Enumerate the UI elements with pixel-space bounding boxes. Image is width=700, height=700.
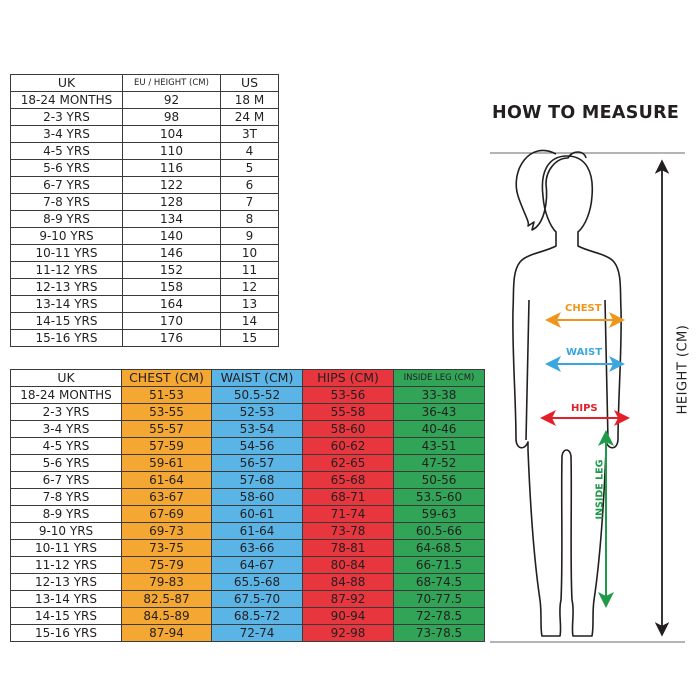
- table-cell: 73-78: [302, 522, 394, 540]
- table-cell: 8: [220, 210, 279, 228]
- table-row: 6-7 YRS 61-64 57-68 65-68 50-56: [10, 471, 485, 489]
- table-row: 18-24 MONTHS 51-53 50.5-52 53-56 33-38: [10, 386, 485, 404]
- table-row: 3-4 YRS 104 3T: [10, 125, 279, 143]
- table-cell: 6-7 YRS: [10, 176, 123, 194]
- table-cell: 79-83: [121, 573, 212, 591]
- table-cell: 33-38: [393, 386, 485, 404]
- chest-label: CHEST: [565, 303, 602, 314]
- table-cell: 59-61: [121, 454, 212, 472]
- table-cell: 9-10 YRS: [10, 227, 123, 245]
- table-cell: 73-78.5: [393, 624, 485, 642]
- table-cell: 152: [122, 261, 221, 279]
- table-cell: 53-56: [302, 386, 394, 404]
- table-row: 5-6 YRS 59-61 56-57 62-65 47-52: [10, 454, 485, 472]
- table-cell: 72-74: [211, 624, 303, 642]
- table-cell: 61-64: [121, 471, 212, 489]
- table-row: 2-3 YRS 98 24 M: [10, 108, 279, 126]
- table-cell: 158: [122, 278, 221, 296]
- table-row: 8-9 YRS 134 8: [10, 210, 279, 228]
- table-cell: 68-74.5: [393, 573, 485, 591]
- table-cell: 60-61: [211, 505, 303, 523]
- table-cell: 90-94: [302, 607, 394, 625]
- table-cell: 68.5-72: [211, 607, 303, 625]
- inside-leg-label: INSIDE LEG: [594, 459, 606, 520]
- body-measurements-table: UK CHEST (CM) WAIST (CM) HIPS (CM) INSIDE LE…: [10, 369, 485, 642]
- table-cell: 7-8 YRS: [10, 488, 122, 506]
- table-row: 7-8 YRS 128 7: [10, 193, 279, 211]
- diagram-title: HOW TO MEASURE: [492, 103, 680, 123]
- table-cell: 40-46: [393, 420, 485, 438]
- table-cell: 75-79: [121, 556, 212, 574]
- table-cell: 11: [220, 261, 279, 279]
- table-row: 14-15 YRS 84.5-89 68.5-72 90-94 72-78.5: [10, 607, 485, 625]
- table-cell: 87-94: [121, 624, 212, 642]
- table-cell: 92-98: [302, 624, 394, 642]
- table-cell: 50-56: [393, 471, 485, 489]
- table-cell: 15: [220, 329, 279, 347]
- table-row: 13-14 YRS 164 13: [10, 295, 279, 313]
- table-row: 9-10 YRS 69-73 61-64 73-78 60.5-66: [10, 522, 485, 540]
- table-cell: 53-54: [211, 420, 303, 438]
- table-cell: 50.5-52: [211, 386, 303, 404]
- table-cell: 11-12 YRS: [10, 261, 123, 279]
- table-cell: 67.5-70: [211, 590, 303, 608]
- table-cell: 70-77.5: [393, 590, 485, 608]
- table-cell: 24 M: [220, 108, 279, 126]
- table-cell: 66-71.5: [393, 556, 485, 574]
- table-row: 13-14 YRS 82.5-87 67.5-70 87-92 70-77.5: [10, 590, 485, 608]
- table-cell: 18-24 MONTHS: [10, 386, 122, 404]
- column-header: HIPS (CM): [302, 369, 394, 387]
- table-cell: 176: [122, 329, 221, 347]
- table-cell: 53.5-60: [393, 488, 485, 506]
- table-cell: 57-68: [211, 471, 303, 489]
- table-cell: 13: [220, 295, 279, 313]
- table-cell: 8-9 YRS: [10, 505, 122, 523]
- table-cell: 15-16 YRS: [10, 624, 122, 642]
- table-row: 6-7 YRS 122 6: [10, 176, 279, 194]
- table-cell: 122: [122, 176, 221, 194]
- table-cell: 15-16 YRS: [10, 329, 123, 347]
- table-cell: 62-65: [302, 454, 394, 472]
- table-cell: 73-75: [121, 539, 212, 557]
- waist-label: WAIST: [566, 347, 603, 358]
- height-label: HEIGHT (CM): [675, 324, 691, 415]
- table-row: 11-12 YRS 152 11: [10, 261, 279, 279]
- table-cell: 3-4 YRS: [10, 125, 123, 143]
- table-row: 15-16 YRS 176 15: [10, 329, 279, 347]
- table-cell: 65-68: [302, 471, 394, 489]
- table-cell: 12-13 YRS: [10, 278, 123, 296]
- table-cell: 56-57: [211, 454, 303, 472]
- table-row: 15-16 YRS 87-94 72-74 92-98 73-78.5: [10, 624, 485, 642]
- table-cell: 5: [220, 159, 279, 177]
- table-cell: 69-73: [121, 522, 212, 540]
- column-header: CHEST (CM): [121, 369, 212, 387]
- table-row: 12-13 YRS 158 12: [10, 278, 279, 296]
- table-cell: 57-59: [121, 437, 212, 455]
- table-cell: 82.5-87: [121, 590, 212, 608]
- table-cell: 60.5-66: [393, 522, 485, 540]
- table-row: 4-5 YRS 57-59 54-56 60-62 43-51: [10, 437, 485, 455]
- table-row: 8-9 YRS 67-69 60-61 71-74 59-63: [10, 505, 485, 523]
- child-silhouette: [512, 149, 622, 637]
- table-cell: 43-51: [393, 437, 485, 455]
- table-cell: 3T: [220, 125, 279, 143]
- table-cell: 61-64: [211, 522, 303, 540]
- table-cell: 84.5-89: [121, 607, 212, 625]
- table-cell: 10-11 YRS: [10, 539, 122, 557]
- table-row: 12-13 YRS 79-83 65.5-68 84-88 68-74.5: [10, 573, 485, 591]
- table-cell: 14-15 YRS: [10, 607, 122, 625]
- table-cell: 13-14 YRS: [10, 590, 122, 608]
- table-cell: 63-66: [211, 539, 303, 557]
- table-cell: 54-56: [211, 437, 303, 455]
- table-cell: 72-78.5: [393, 607, 485, 625]
- table-cell: 2-3 YRS: [10, 403, 122, 421]
- table-cell: 58-60: [302, 420, 394, 438]
- table-cell: 71-74: [302, 505, 394, 523]
- table-cell: 52-53: [211, 403, 303, 421]
- column-header: WAIST (CM): [211, 369, 303, 387]
- hips-label: HIPS: [571, 403, 598, 414]
